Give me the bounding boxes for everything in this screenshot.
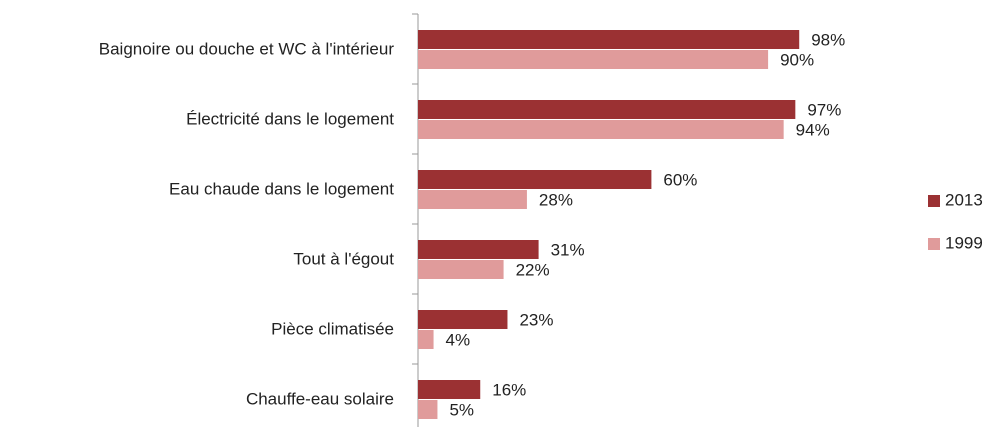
value-label: 97% bbox=[807, 100, 841, 119]
category-label: Pièce climatisée bbox=[271, 319, 394, 338]
category-label: Eau chaude dans le logement bbox=[169, 179, 394, 198]
bar bbox=[418, 310, 508, 329]
bar bbox=[418, 380, 481, 399]
bar bbox=[418, 100, 796, 119]
bar bbox=[418, 30, 800, 49]
bar bbox=[418, 120, 784, 139]
bar bbox=[418, 170, 652, 189]
bar bbox=[418, 260, 504, 279]
bar bbox=[418, 400, 438, 419]
value-label: 94% bbox=[796, 120, 830, 139]
value-label: 22% bbox=[516, 260, 550, 279]
category-label: Baignoire ou douche et WC à l'intérieur bbox=[99, 39, 395, 58]
legend-label: 2013 bbox=[945, 190, 983, 209]
value-label: 23% bbox=[519, 310, 553, 329]
legend-swatch bbox=[928, 238, 940, 250]
category-label: Tout à l'égout bbox=[293, 249, 394, 268]
category-label: Électricité dans le logement bbox=[186, 109, 394, 128]
legend-label: 1999 bbox=[945, 233, 983, 252]
bar bbox=[418, 330, 434, 349]
bar bbox=[418, 190, 527, 209]
value-label: 16% bbox=[492, 380, 526, 399]
bar bbox=[418, 240, 539, 259]
legend-swatch bbox=[928, 195, 940, 207]
value-label: 5% bbox=[449, 400, 474, 419]
bar bbox=[418, 50, 769, 69]
value-label: 28% bbox=[539, 190, 573, 209]
value-label: 31% bbox=[551, 240, 585, 259]
value-label: 98% bbox=[811, 30, 845, 49]
value-label: 60% bbox=[663, 170, 697, 189]
value-label: 4% bbox=[446, 330, 471, 349]
category-label: Chauffe-eau solaire bbox=[246, 389, 394, 408]
value-label: 90% bbox=[780, 50, 814, 69]
